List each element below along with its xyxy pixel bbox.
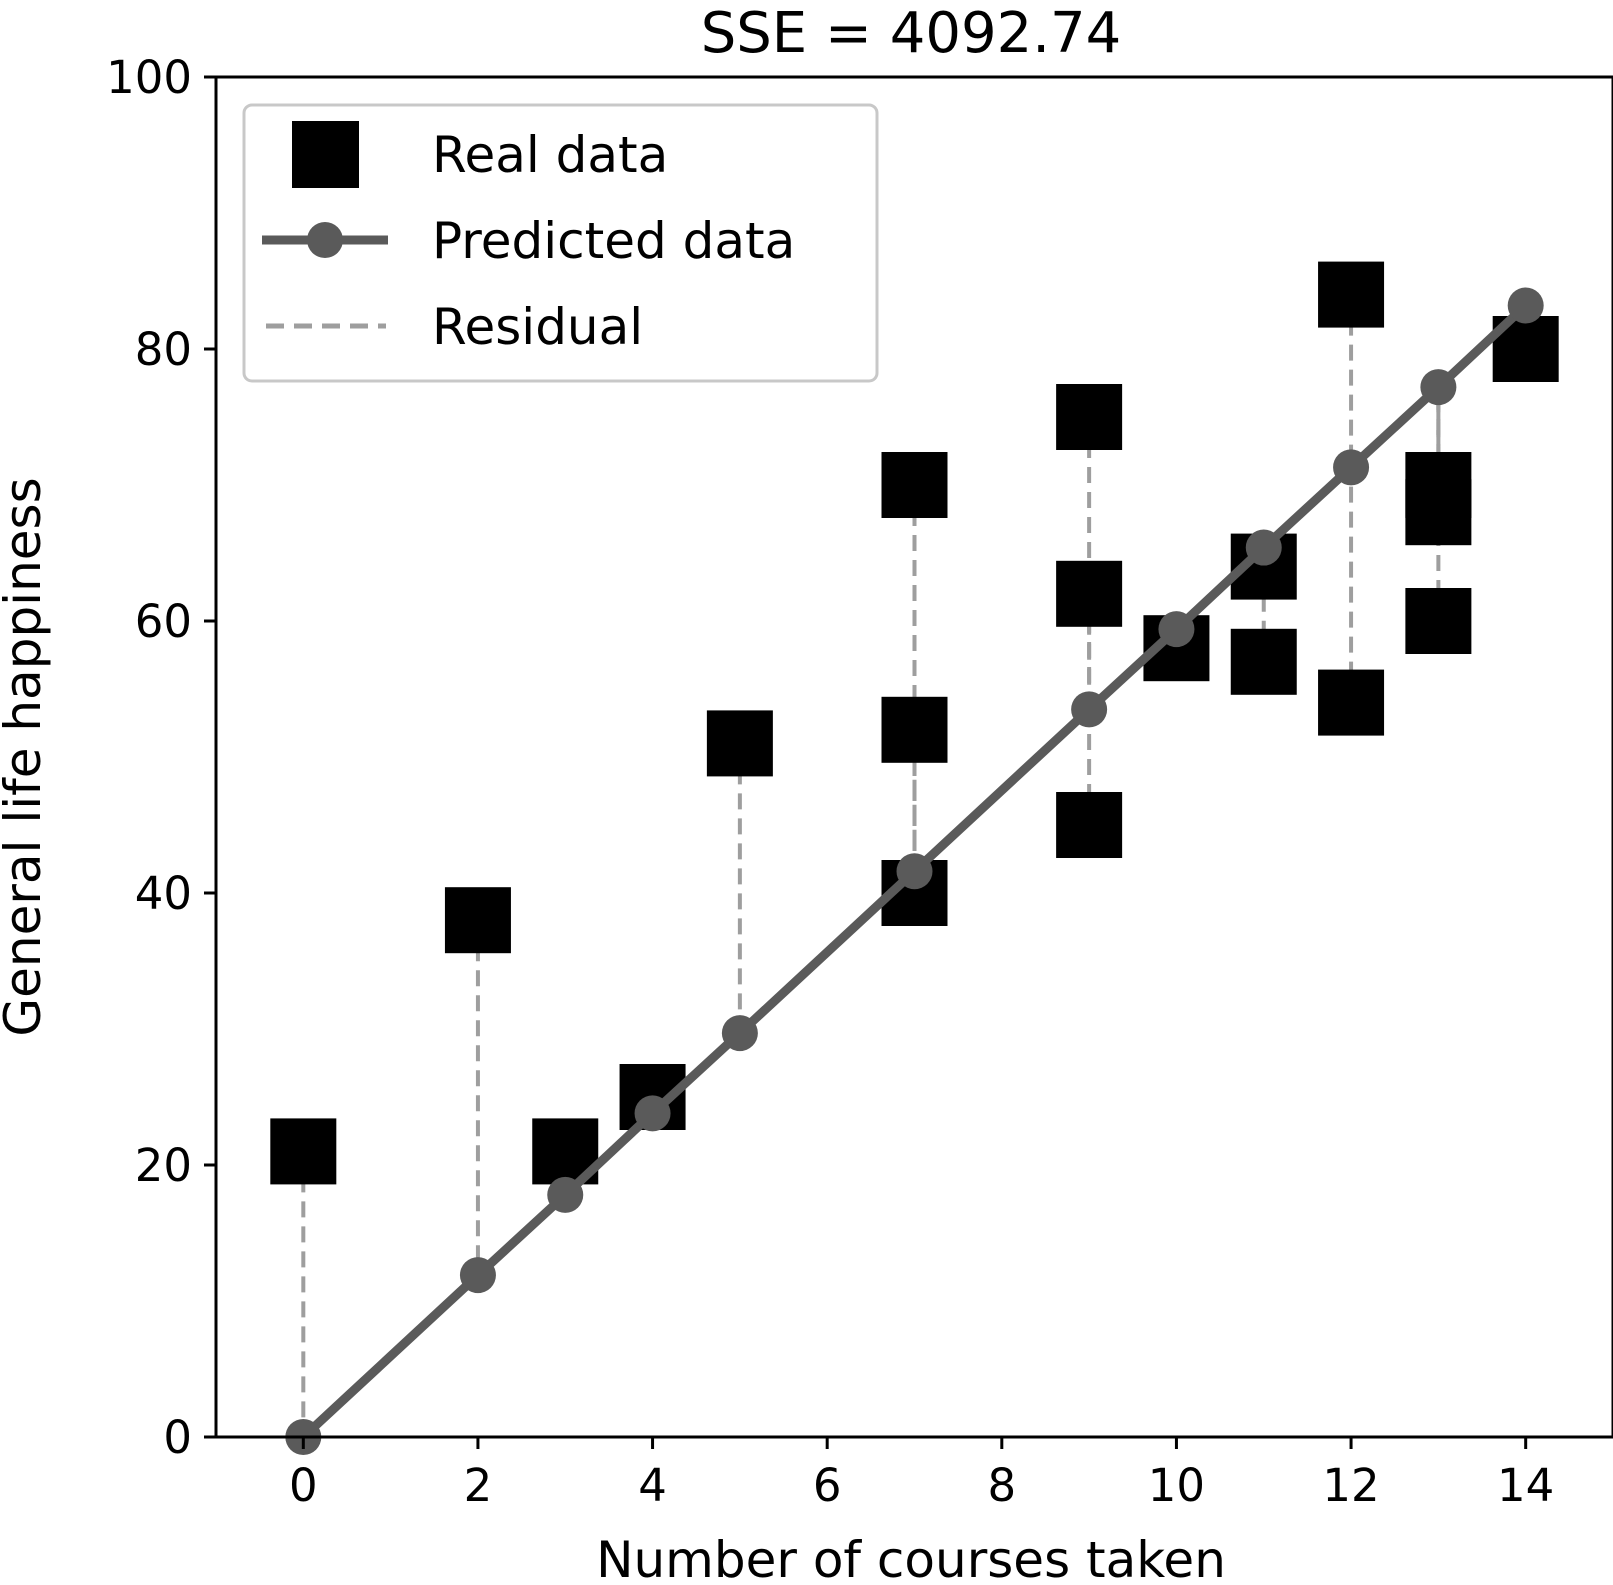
- real-data-point: [444, 887, 511, 954]
- real-data-point: [1056, 792, 1123, 858]
- legend-real-marker: [292, 121, 359, 188]
- real-data-point: [881, 696, 948, 763]
- real-data-point: [1230, 628, 1297, 695]
- real-data-point: [270, 1118, 337, 1185]
- legend: Real data Predicted data Residual: [242, 103, 879, 383]
- x-tick-label: 12: [1322, 1459, 1379, 1512]
- y-tick-label: 20: [135, 1139, 192, 1192]
- real-data-points: [270, 261, 1559, 1185]
- predicted-data-point: [1333, 449, 1370, 486]
- predicted-data-point: [896, 853, 933, 890]
- x-axis-label: Number of courses taken: [596, 1531, 1226, 1585]
- y-tick-label: 80: [135, 323, 192, 376]
- legend-predicted-marker: [307, 222, 343, 258]
- x-tick-label: 4: [638, 1459, 667, 1512]
- x-tick-label: 2: [464, 1459, 493, 1512]
- predicted-data-point: [1158, 611, 1195, 648]
- legend-residual-label: Residual: [432, 298, 643, 356]
- y-tick-label: 0: [163, 1411, 192, 1464]
- real-data-point: [1405, 479, 1472, 546]
- real-data-point: [1056, 384, 1123, 450]
- plot-area-frame: [214, 75, 1613, 1439]
- y-axis-label: General life happiness: [0, 477, 52, 1036]
- legend-real-label: Real data: [432, 126, 668, 184]
- y-tick-label: 60: [135, 595, 192, 648]
- real-data-point: [1056, 560, 1123, 627]
- real-data-point: [706, 710, 773, 777]
- predicted-data-point: [459, 1257, 496, 1294]
- x-tick-label: 0: [289, 1459, 318, 1512]
- x-tick-label: 8: [987, 1459, 1016, 1512]
- x-tick-label: 10: [1148, 1459, 1205, 1512]
- real-data-point: [1318, 261, 1385, 328]
- predicted-data-point: [634, 1095, 671, 1132]
- predicted-data-point: [1507, 287, 1544, 324]
- predicted-data-point: [721, 1015, 758, 1052]
- predicted-data-point: [547, 1176, 584, 1213]
- predicted-data-series: [285, 287, 1544, 1455]
- real-data-point: [1318, 669, 1385, 736]
- y-tick-label: 40: [135, 867, 192, 920]
- real-data-point: [1405, 588, 1472, 654]
- chart-title: SSE = 4092.74: [701, 1, 1122, 66]
- y-axis-ticks: 0 20 40 60 80 100: [106, 51, 216, 1464]
- predicted-line: [300, 302, 1529, 1441]
- legend-predicted-label: Predicted data: [432, 212, 795, 270]
- y-tick-label: 100: [106, 51, 192, 104]
- x-tick-label: 6: [813, 1459, 842, 1512]
- predicted-data-point: [1420, 369, 1457, 406]
- real-data-point: [881, 452, 948, 518]
- predicted-data-point: [1245, 529, 1282, 566]
- legend-box: [242, 103, 879, 383]
- x-axis-ticks: 0 2 4 6 8 10 12 14: [289, 1437, 1554, 1512]
- x-tick-label: 14: [1497, 1459, 1554, 1512]
- predicted-data-point: [1071, 691, 1108, 728]
